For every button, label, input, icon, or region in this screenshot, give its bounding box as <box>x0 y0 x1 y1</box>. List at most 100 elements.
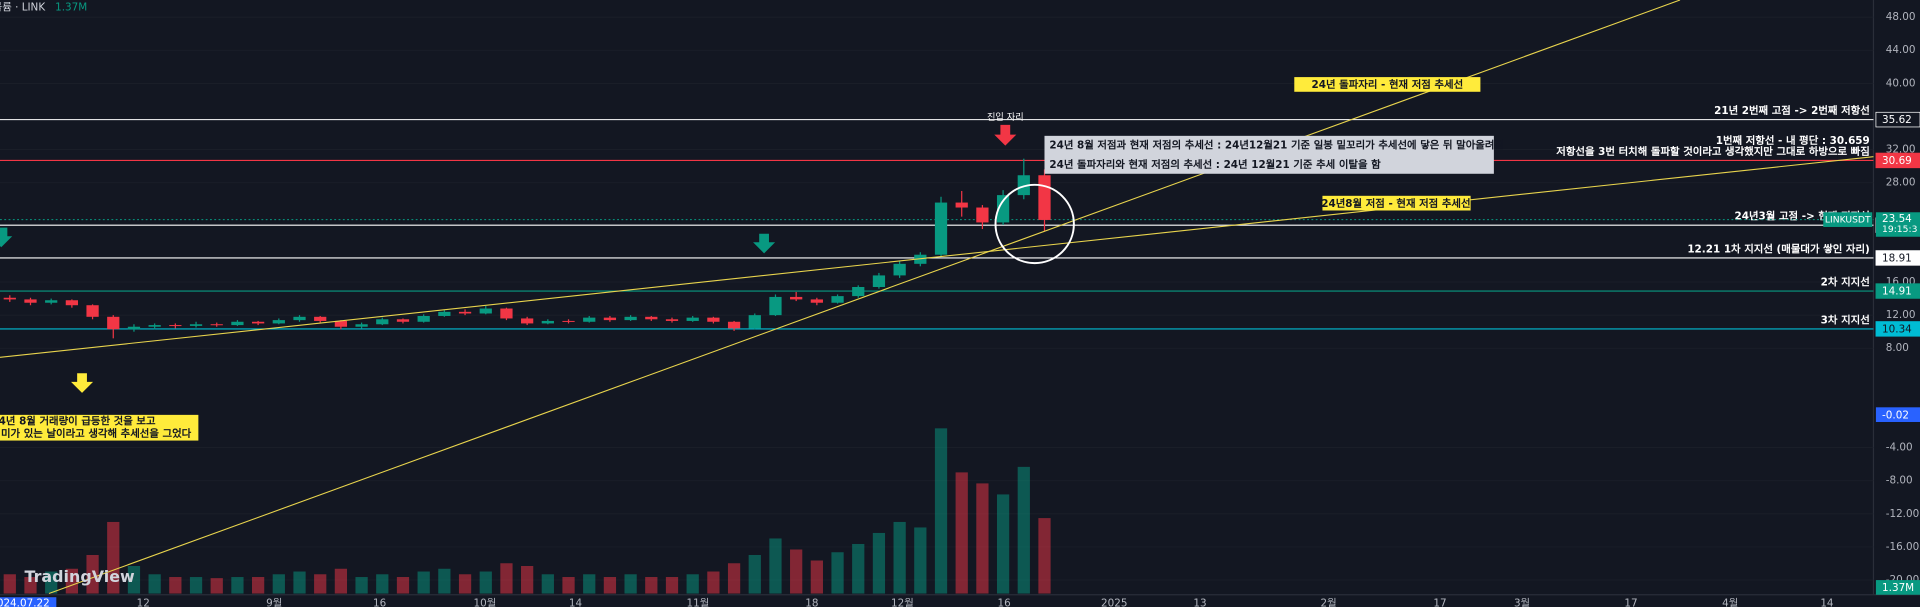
volume-tag <box>1875 580 1920 595</box>
line-note: 3차 지지선 <box>1821 313 1870 326</box>
volume-bar <box>1017 466 1030 594</box>
volume-bar <box>107 521 120 594</box>
candle-body <box>396 319 410 322</box>
y-tick-label: -12.00 <box>1886 508 1920 520</box>
y-tick-label: -16.00 <box>1886 541 1920 553</box>
volume-bar <box>314 574 327 594</box>
volume-bar <box>562 577 575 594</box>
volume-bar <box>293 571 306 594</box>
note-text: 24년 돌파자리와 현재 저점의 추세선 : 24년 12월21 기준 추세 이… <box>1049 158 1381 171</box>
candle-body <box>521 318 534 324</box>
candle-body <box>252 321 265 324</box>
candle-body <box>86 305 99 317</box>
y-tick-label: 32.00 <box>1886 144 1916 156</box>
volume-bar <box>127 566 141 594</box>
candle-body <box>1038 175 1051 220</box>
y-tick-label: -20.00 <box>1886 574 1920 586</box>
volume-bar <box>893 521 906 594</box>
x-tick-label: 12 <box>137 597 150 607</box>
candle-body <box>727 321 741 329</box>
volume-layer <box>3 428 1051 594</box>
y-tick-label: 28.00 <box>1886 177 1916 189</box>
line-note: 2차 지지선 <box>1821 275 1870 288</box>
volume-bar <box>645 577 658 594</box>
line-note: 저항선을 3번 터치해 돌파할 것이라고 생각했지만 그대로 하방으로 빠짐 <box>1556 145 1869 158</box>
volume-bar <box>169 577 182 594</box>
candle-body <box>872 275 886 288</box>
candle-body <box>65 300 78 306</box>
volume-bar <box>748 554 761 594</box>
line-note: 1번째 저항선 - 내 평단 : 30.659 <box>1716 134 1870 147</box>
candle-body <box>852 287 865 297</box>
y-tick-label: -8.00 <box>1886 475 1913 487</box>
price-tag <box>1875 250 1920 266</box>
price-tag-label: 35.62 <box>1882 114 1912 126</box>
trend-line <box>48 0 1681 595</box>
price-tag-label: 10.34 <box>1882 324 1912 336</box>
volume-bar <box>500 563 513 594</box>
highlight-circle <box>994 183 1075 265</box>
x-tick-label: 2월 <box>1320 597 1336 607</box>
volume-bar <box>810 560 823 594</box>
arrow <box>753 233 776 254</box>
volume-bar <box>479 571 492 594</box>
x-tick-label: 13 <box>1193 597 1206 607</box>
y-tick-label: 40.00 <box>1886 77 1916 89</box>
price-tag <box>1875 407 1920 422</box>
candle-body <box>562 320 575 322</box>
candle-body <box>189 324 203 326</box>
x-tick-label: 10월 <box>474 597 497 607</box>
note-text: 24년 8월 저점과 현재 저점의 추세선 : 24년12월21 기준 일봉 밑… <box>1049 139 1504 152</box>
arrow <box>994 124 1017 146</box>
candle-body <box>603 317 617 321</box>
x-tick-label: 17 <box>1624 597 1637 607</box>
candle-body <box>996 195 1010 223</box>
y-tick-label: 8.00 <box>1886 342 1909 354</box>
line-note: 12.21 1차 지지선 (매물대가 쌓인 자리) <box>1687 242 1869 255</box>
price-tag <box>1875 152 1920 169</box>
y-tick-label: 12.00 <box>1886 309 1916 321</box>
volume-bar <box>603 577 617 594</box>
symbol-tag <box>1823 212 1873 227</box>
candle-body <box>107 316 120 330</box>
candle-body <box>127 326 141 330</box>
countdown: 19:15:3 <box>1882 224 1918 235</box>
volume-bar <box>272 574 285 594</box>
candle-body <box>831 296 844 303</box>
volume-bar <box>624 574 637 594</box>
volume-bar <box>955 472 968 594</box>
candle-body <box>3 297 16 300</box>
arrow <box>71 373 94 393</box>
candle-body <box>334 320 348 327</box>
entry-label: 진입 자리 <box>987 111 1024 123</box>
price-tag-label: -0.02 <box>1882 409 1909 421</box>
volume-bar <box>831 552 844 594</box>
price-tag-label: 14.91 <box>1882 286 1912 298</box>
trend-line <box>0 156 1874 358</box>
candle-body <box>665 319 679 321</box>
y-tick-label: -4.00 <box>1886 442 1913 454</box>
candle-body <box>169 325 182 327</box>
volume-bar <box>210 578 223 594</box>
candle-body <box>458 311 472 314</box>
volume-bar <box>790 549 803 594</box>
candle-body <box>438 311 451 316</box>
candle-body <box>293 316 306 321</box>
price-tag <box>1875 111 1920 128</box>
candle-body <box>955 202 968 208</box>
candle-body <box>707 317 720 322</box>
price-tag-label: 18.91 <box>1882 253 1912 265</box>
x-tick-label: 2025 <box>1101 597 1127 607</box>
volume-bar <box>541 574 554 594</box>
candle-body <box>748 315 761 329</box>
volume-bar <box>686 574 699 594</box>
volume-bar <box>665 577 679 594</box>
x-tick-label: 3월 <box>1514 597 1530 607</box>
note-box <box>0 414 199 441</box>
x-cursor-box <box>0 597 57 607</box>
candle-body <box>583 317 596 322</box>
candle-body <box>500 308 513 319</box>
candle-body <box>479 308 492 314</box>
candle-body <box>645 316 658 320</box>
x-tick-label: 11월 <box>687 597 710 607</box>
